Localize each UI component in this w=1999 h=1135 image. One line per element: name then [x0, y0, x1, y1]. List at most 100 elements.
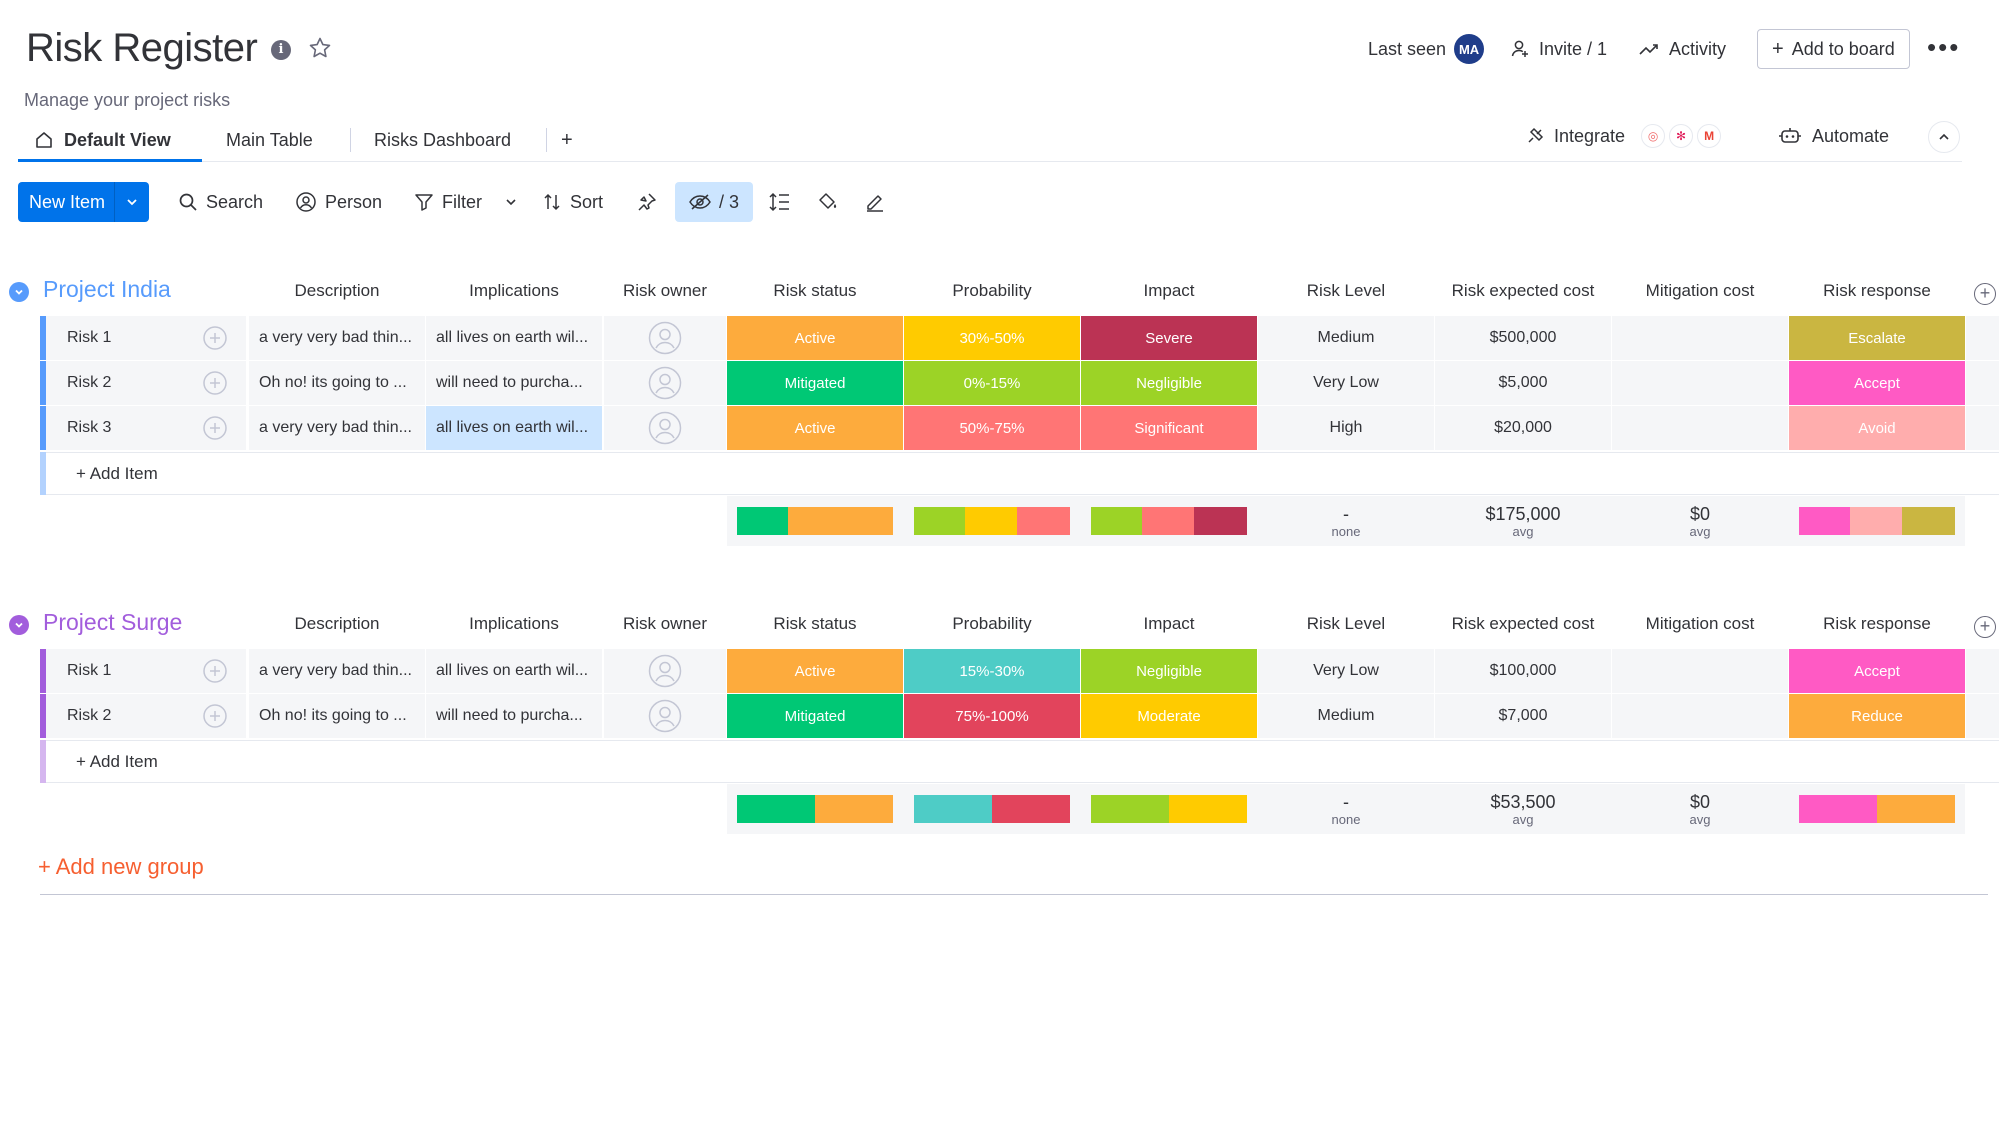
chevron-down-icon[interactable] — [504, 195, 518, 209]
automate-button[interactable]: Automate — [1778, 118, 1889, 154]
search-button[interactable]: Search — [178, 182, 263, 222]
response-summary-bar[interactable] — [1799, 795, 1955, 823]
risk-level-cell[interactable]: Medium — [1258, 316, 1434, 360]
column-header[interactable]: Risk Level — [1306, 614, 1386, 633]
risk-level-cell[interactable]: Medium — [1258, 694, 1434, 738]
add-new-group-button[interactable]: + Add new group — [38, 854, 204, 879]
add-column-button[interactable]: + — [1974, 616, 1996, 638]
tab-risks-dashboard[interactable]: Risks Dashboard — [374, 118, 511, 162]
add-update-icon[interactable] — [202, 658, 228, 689]
sort-button[interactable]: Sort — [542, 182, 603, 222]
probability-label[interactable]: 50%-75% — [904, 406, 1080, 450]
info-icon[interactable]: i — [271, 40, 291, 60]
integrate-button[interactable]: Integrate ◎ ✻ M — [1524, 118, 1722, 154]
add-column-button[interactable]: + — [1974, 283, 1996, 305]
activity-button[interactable]: Activity — [1638, 30, 1726, 68]
probability-label[interactable]: 30%-50% — [904, 316, 1080, 360]
mitigation-cost-cell[interactable] — [1612, 361, 1788, 405]
risk-response-label[interactable]: Escalate — [1789, 316, 1965, 360]
mitigation-cost-cell[interactable] — [1612, 316, 1788, 360]
impact-label[interactable]: Severe — [1081, 316, 1257, 360]
column-header[interactable]: Mitigation cost — [1645, 281, 1755, 300]
impact-label[interactable]: Significant — [1081, 406, 1257, 450]
expected-cost-cell[interactable]: $100,000 — [1435, 649, 1611, 693]
column-header[interactable]: Risk Level — [1306, 281, 1386, 300]
item-name-cell[interactable]: Risk 1 — [46, 316, 246, 360]
invite-button[interactable]: Invite / 1 — [1510, 30, 1607, 68]
column-header[interactable]: Probability — [952, 614, 1032, 633]
collapse-header-button[interactable] — [1928, 121, 1960, 153]
tab-main-table[interactable]: Main Table — [226, 118, 313, 162]
risk-status-label[interactable]: Active — [727, 316, 903, 360]
column-header[interactable]: Implications — [469, 281, 559, 300]
implications-cell[interactable]: will need to purcha... — [426, 694, 602, 738]
board-title[interactable]: Risk Register — [26, 26, 258, 70]
column-header[interactable]: Probability — [952, 281, 1032, 300]
column-header[interactable]: Risk owner — [622, 614, 708, 633]
impact-label[interactable]: Moderate — [1081, 694, 1257, 738]
implications-cell[interactable]: all lives on earth wil... — [426, 316, 602, 360]
tab-default-view[interactable]: Default View — [34, 118, 171, 162]
item-name-cell[interactable]: Risk 1 — [46, 649, 246, 693]
risk-owner-cell[interactable] — [604, 361, 726, 405]
add-update-icon[interactable] — [202, 370, 228, 401]
expected-cost-cell[interactable]: $20,000 — [1435, 406, 1611, 450]
risk-level-cell[interactable]: Very Low — [1258, 361, 1434, 405]
risk-status-label[interactable]: Active — [727, 649, 903, 693]
mitigation-cost-summary[interactable]: $0 avg — [1612, 792, 1788, 828]
status-summary-bar[interactable] — [737, 795, 893, 823]
item-name-cell[interactable]: Risk 2 — [46, 694, 246, 738]
probability-label[interactable]: 15%-30% — [904, 649, 1080, 693]
star-icon[interactable] — [308, 36, 332, 60]
probability-summary-bar[interactable] — [914, 507, 1070, 535]
mitigation-cost-cell[interactable] — [1612, 694, 1788, 738]
column-header[interactable]: Risk response — [1823, 614, 1931, 633]
column-header[interactable]: Risk status — [773, 614, 857, 633]
add-update-icon[interactable] — [202, 325, 228, 356]
probability-label[interactable]: 75%-100% — [904, 694, 1080, 738]
response-summary-bar[interactable] — [1799, 507, 1955, 535]
new-item-button[interactable]: New Item — [18, 182, 149, 222]
column-header[interactable]: Description — [294, 614, 380, 633]
column-header[interactable]: Risk expected cost — [1451, 614, 1595, 633]
mitigation-cost-summary[interactable]: $0 avg — [1612, 504, 1788, 540]
risk-status-label[interactable]: Active — [727, 406, 903, 450]
risk-level-summary[interactable]: - none — [1258, 504, 1434, 540]
risk-response-label[interactable]: Accept — [1789, 649, 1965, 693]
item-name-cell[interactable]: Risk 2 — [46, 361, 246, 405]
mitigation-cost-cell[interactable] — [1612, 406, 1788, 450]
expected-cost-summary[interactable]: $175,000 avg — [1435, 504, 1611, 540]
column-header[interactable]: Risk expected cost — [1451, 281, 1595, 300]
add-update-icon[interactable] — [202, 703, 228, 734]
risk-status-label[interactable]: Mitigated — [727, 694, 903, 738]
column-header[interactable]: Implications — [469, 614, 559, 633]
risk-response-label[interactable]: Avoid — [1789, 406, 1965, 450]
description-cell[interactable]: Oh no! its going to ... — [249, 694, 425, 738]
expected-cost-cell[interactable]: $500,000 — [1435, 316, 1611, 360]
status-summary-bar[interactable] — [737, 507, 893, 535]
column-header[interactable]: Description — [294, 281, 380, 300]
column-header[interactable]: Risk response — [1823, 281, 1931, 300]
implications-cell[interactable]: will need to purcha... — [426, 361, 602, 405]
risk-owner-cell[interactable] — [604, 649, 726, 693]
format-button[interactable] — [864, 182, 886, 222]
risk-owner-cell[interactable] — [604, 694, 726, 738]
impact-summary-bar[interactable] — [1091, 795, 1247, 823]
expected-cost-summary[interactable]: $53,500 avg — [1435, 792, 1611, 828]
pin-button[interactable] — [637, 182, 657, 222]
description-cell[interactable]: a very very bad thin... — [249, 406, 425, 450]
group-collapse-icon[interactable] — [9, 615, 29, 635]
add-item-row[interactable]: + Add Item — [46, 740, 1999, 783]
description-cell[interactable]: Oh no! its going to ... — [249, 361, 425, 405]
last-seen[interactable]: Last seen MA — [1368, 30, 1485, 68]
hidden-columns-button[interactable]: / 3 — [675, 182, 754, 222]
column-header[interactable]: Impact — [1143, 281, 1195, 300]
column-header[interactable]: Impact — [1143, 614, 1195, 633]
risk-status-label[interactable]: Mitigated — [727, 361, 903, 405]
filter-button[interactable]: Filter — [414, 182, 518, 222]
expected-cost-cell[interactable]: $5,000 — [1435, 361, 1611, 405]
probability-label[interactable]: 0%-15% — [904, 361, 1080, 405]
risk-owner-cell[interactable] — [604, 316, 726, 360]
column-header[interactable]: Mitigation cost — [1645, 614, 1755, 633]
implications-cell[interactable]: all lives on earth wil... — [426, 649, 602, 693]
